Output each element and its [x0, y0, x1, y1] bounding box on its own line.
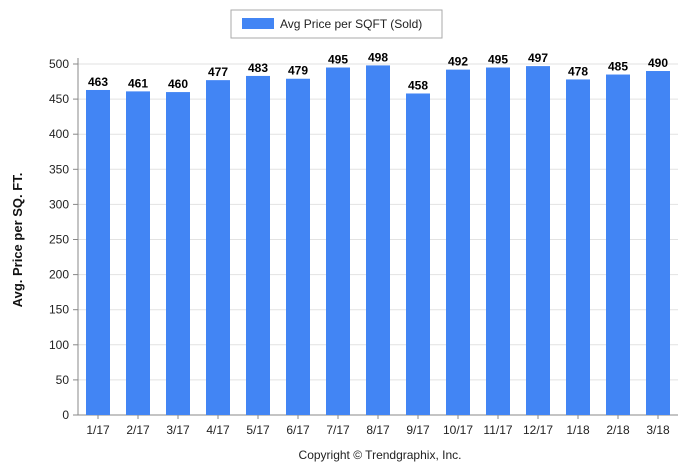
- data-label: 498: [368, 50, 388, 64]
- data-label: 497: [528, 51, 548, 65]
- bar[interactable]: [486, 67, 510, 415]
- legend-swatch: [242, 18, 274, 29]
- y-tick-label: 250: [49, 233, 69, 247]
- y-tick-label: 500: [49, 57, 69, 71]
- bar[interactable]: [166, 92, 190, 415]
- data-label: 463: [88, 75, 108, 89]
- bar[interactable]: [366, 65, 390, 416]
- bar[interactable]: [606, 74, 630, 415]
- data-label: 460: [168, 77, 188, 91]
- tick-labels: 0 50 100 150 200 250 300 350 400 450 500 1/17 2/17 3/…: [49, 57, 670, 437]
- y-tick-label: 150: [49, 303, 69, 317]
- bar[interactable]: [646, 71, 670, 416]
- bar[interactable]: [246, 75, 270, 416]
- x-tick-label: 4/17: [206, 423, 230, 437]
- x-tick-label: 8/17: [366, 423, 390, 437]
- x-tick-label: 12/17: [523, 423, 553, 437]
- data-label: 490: [648, 56, 668, 70]
- bar[interactable]: [286, 78, 310, 415]
- data-label: 461: [128, 76, 148, 90]
- data-label: 492: [448, 55, 468, 69]
- y-tick-label: 300: [49, 197, 69, 211]
- bar[interactable]: [526, 66, 550, 415]
- bar[interactable]: [326, 67, 350, 415]
- y-tick-label: 450: [49, 92, 69, 106]
- data-label: 479: [288, 64, 308, 78]
- y-axis-label: Avg. Price per SQ. FT.: [10, 173, 25, 308]
- bar[interactable]: [206, 80, 230, 416]
- data-label: 485: [608, 60, 628, 74]
- data-labels: 463 461 460 477 483 479 495 498 458 492 495 497 478 4…: [88, 50, 668, 92]
- data-label: 495: [488, 53, 508, 67]
- bar[interactable]: [406, 93, 430, 415]
- y-tick-label: 0: [62, 408, 69, 422]
- x-tick-label: 1/18: [566, 423, 590, 437]
- bar[interactable]: [566, 79, 590, 415]
- copyright-text: Copyright © Trendgraphix, Inc.: [299, 448, 462, 462]
- data-label: 483: [248, 61, 268, 75]
- legend-box: [230, 9, 443, 39]
- y-tick-label: 350: [49, 162, 69, 176]
- bar[interactable]: [446, 69, 470, 415]
- x-tick-label: 2/18: [606, 423, 630, 437]
- x-tick-label: 9/17: [406, 423, 430, 437]
- x-tick-label: 6/17: [286, 423, 310, 437]
- x-tick-label: 10/17: [443, 423, 473, 437]
- x-tick-label: 1/17: [86, 423, 110, 437]
- x-tick-label: 11/17: [483, 423, 512, 437]
- legend-label: Avg Price per SQFT (Sold): [280, 17, 422, 31]
- data-label: 477: [208, 65, 228, 79]
- data-label: 458: [408, 78, 428, 92]
- x-tick-label: 7/17: [326, 423, 350, 437]
- legend[interactable]: Avg Price per SQFT (Sold): [230, 9, 443, 39]
- bar[interactable]: [86, 89, 110, 415]
- y-tick-label: 50: [56, 373, 70, 387]
- data-label: 478: [568, 64, 588, 78]
- y-tick-label: 200: [49, 268, 69, 282]
- y-tick-label: 400: [49, 127, 69, 141]
- x-tick-label: 5/17: [246, 423, 270, 437]
- bar[interactable]: [126, 91, 150, 416]
- bars: [86, 65, 670, 416]
- y-tick-label: 100: [49, 338, 69, 352]
- x-tick-label: 3/17: [166, 423, 190, 437]
- x-tick-label: 2/17: [126, 423, 150, 437]
- x-tick-label: 3/18: [646, 423, 670, 437]
- data-label: 495: [328, 53, 348, 67]
